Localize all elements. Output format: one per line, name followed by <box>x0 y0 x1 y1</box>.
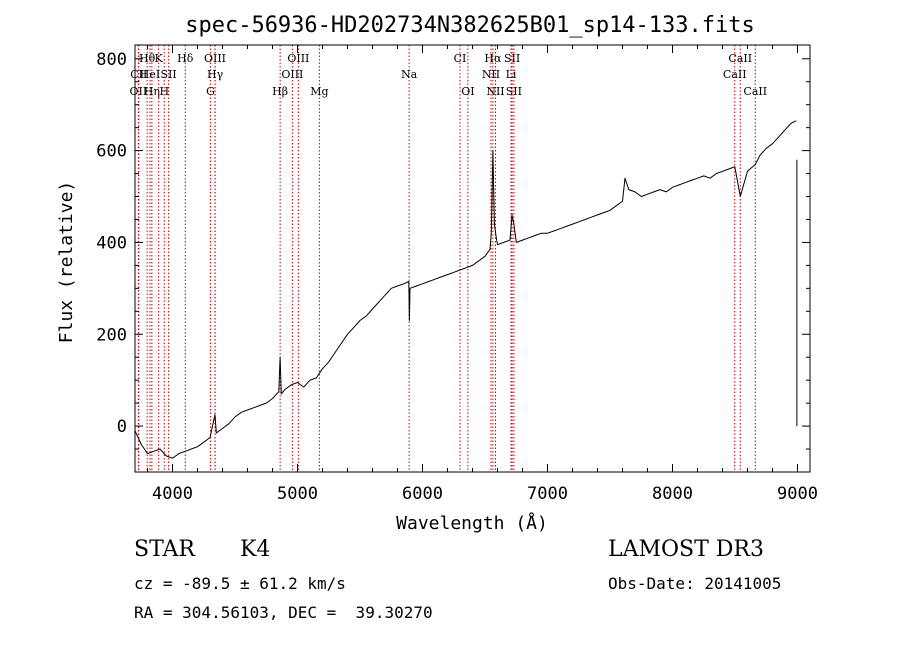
x-axis-ticks: 4000 5000 6000 7000 8000 9000 <box>147 45 818 504</box>
annotation-label: Li <box>506 68 517 81</box>
annotation-label: OII <box>130 85 148 98</box>
annotation-label: Hγ <box>207 68 224 81</box>
annotation-label: CaII <box>723 68 747 81</box>
annotation-label: Hα <box>484 52 502 65</box>
annotation-label: CII <box>130 68 147 81</box>
survey-name: LAMOST DR3 <box>608 537 764 562</box>
annotation-label: Hθ <box>139 52 156 65</box>
annotation-label: NII <box>486 85 504 98</box>
x-tick-label: 8000 <box>652 484 693 504</box>
annotation-label: Mg <box>310 85 328 98</box>
annotation-label: Hδ <box>177 52 194 65</box>
annotation-label: OI <box>461 85 474 98</box>
line-annotation-markers <box>137 45 756 472</box>
spectrum-series <box>134 120 798 459</box>
annotation-label: K <box>155 52 164 65</box>
x-axis-label: Wavelength (Å) <box>396 512 548 534</box>
annotation-label: NII <box>482 68 500 81</box>
annotation-label: H <box>159 85 169 98</box>
y-tick-label: 400 <box>96 233 127 253</box>
object-subclass: K4 <box>240 537 271 562</box>
annotation-label: Hβ <box>272 85 288 98</box>
annotation-label: OIII <box>281 68 303 81</box>
y-tick-label: 800 <box>96 50 127 70</box>
object-class: STAR <box>134 537 195 562</box>
chart-title: spec-56936-HD202734N382625B01_sp14-133.f… <box>185 13 755 38</box>
annotation-label: Na <box>401 68 418 81</box>
x-tick-label: 7000 <box>527 484 568 504</box>
annotation-label: HeI <box>140 68 160 81</box>
y-axis-label: Flux (relative) <box>56 181 77 344</box>
x-tick-label: 5000 <box>277 484 318 504</box>
annotation-label: G <box>206 85 215 98</box>
x-tick-label: 9000 <box>777 484 818 504</box>
annotation-label: SII <box>161 68 177 81</box>
obs-date: Obs-Date: 20141005 <box>608 574 782 593</box>
annotation-label: CaII <box>728 52 752 65</box>
annotation-label: SII <box>504 52 520 65</box>
y-tick-label: 600 <box>96 142 127 162</box>
annotation-label: CI <box>454 52 467 65</box>
annotation-label: Hη <box>144 85 160 98</box>
x-tick-label: 6000 <box>402 484 443 504</box>
y-tick-label: 200 <box>96 325 127 345</box>
y-tick-label: 0 <box>117 417 127 437</box>
redshift-cz: cz = -89.5 ± 61.2 km/s <box>134 574 346 593</box>
y-axis-ticks: 0 200 400 600 800 <box>96 50 810 473</box>
ra-dec: RA = 304.56103, DEC = 39.30270 <box>134 603 433 622</box>
plot-frame <box>134 44 811 473</box>
x-tick-label: 4000 <box>152 484 193 504</box>
annotation-label: OIII <box>204 52 226 65</box>
annotation-label: OIII <box>287 52 309 65</box>
annotation-label: SII <box>506 85 522 98</box>
annotation-label: CaII <box>743 85 767 98</box>
spectrum-line <box>134 120 797 459</box>
